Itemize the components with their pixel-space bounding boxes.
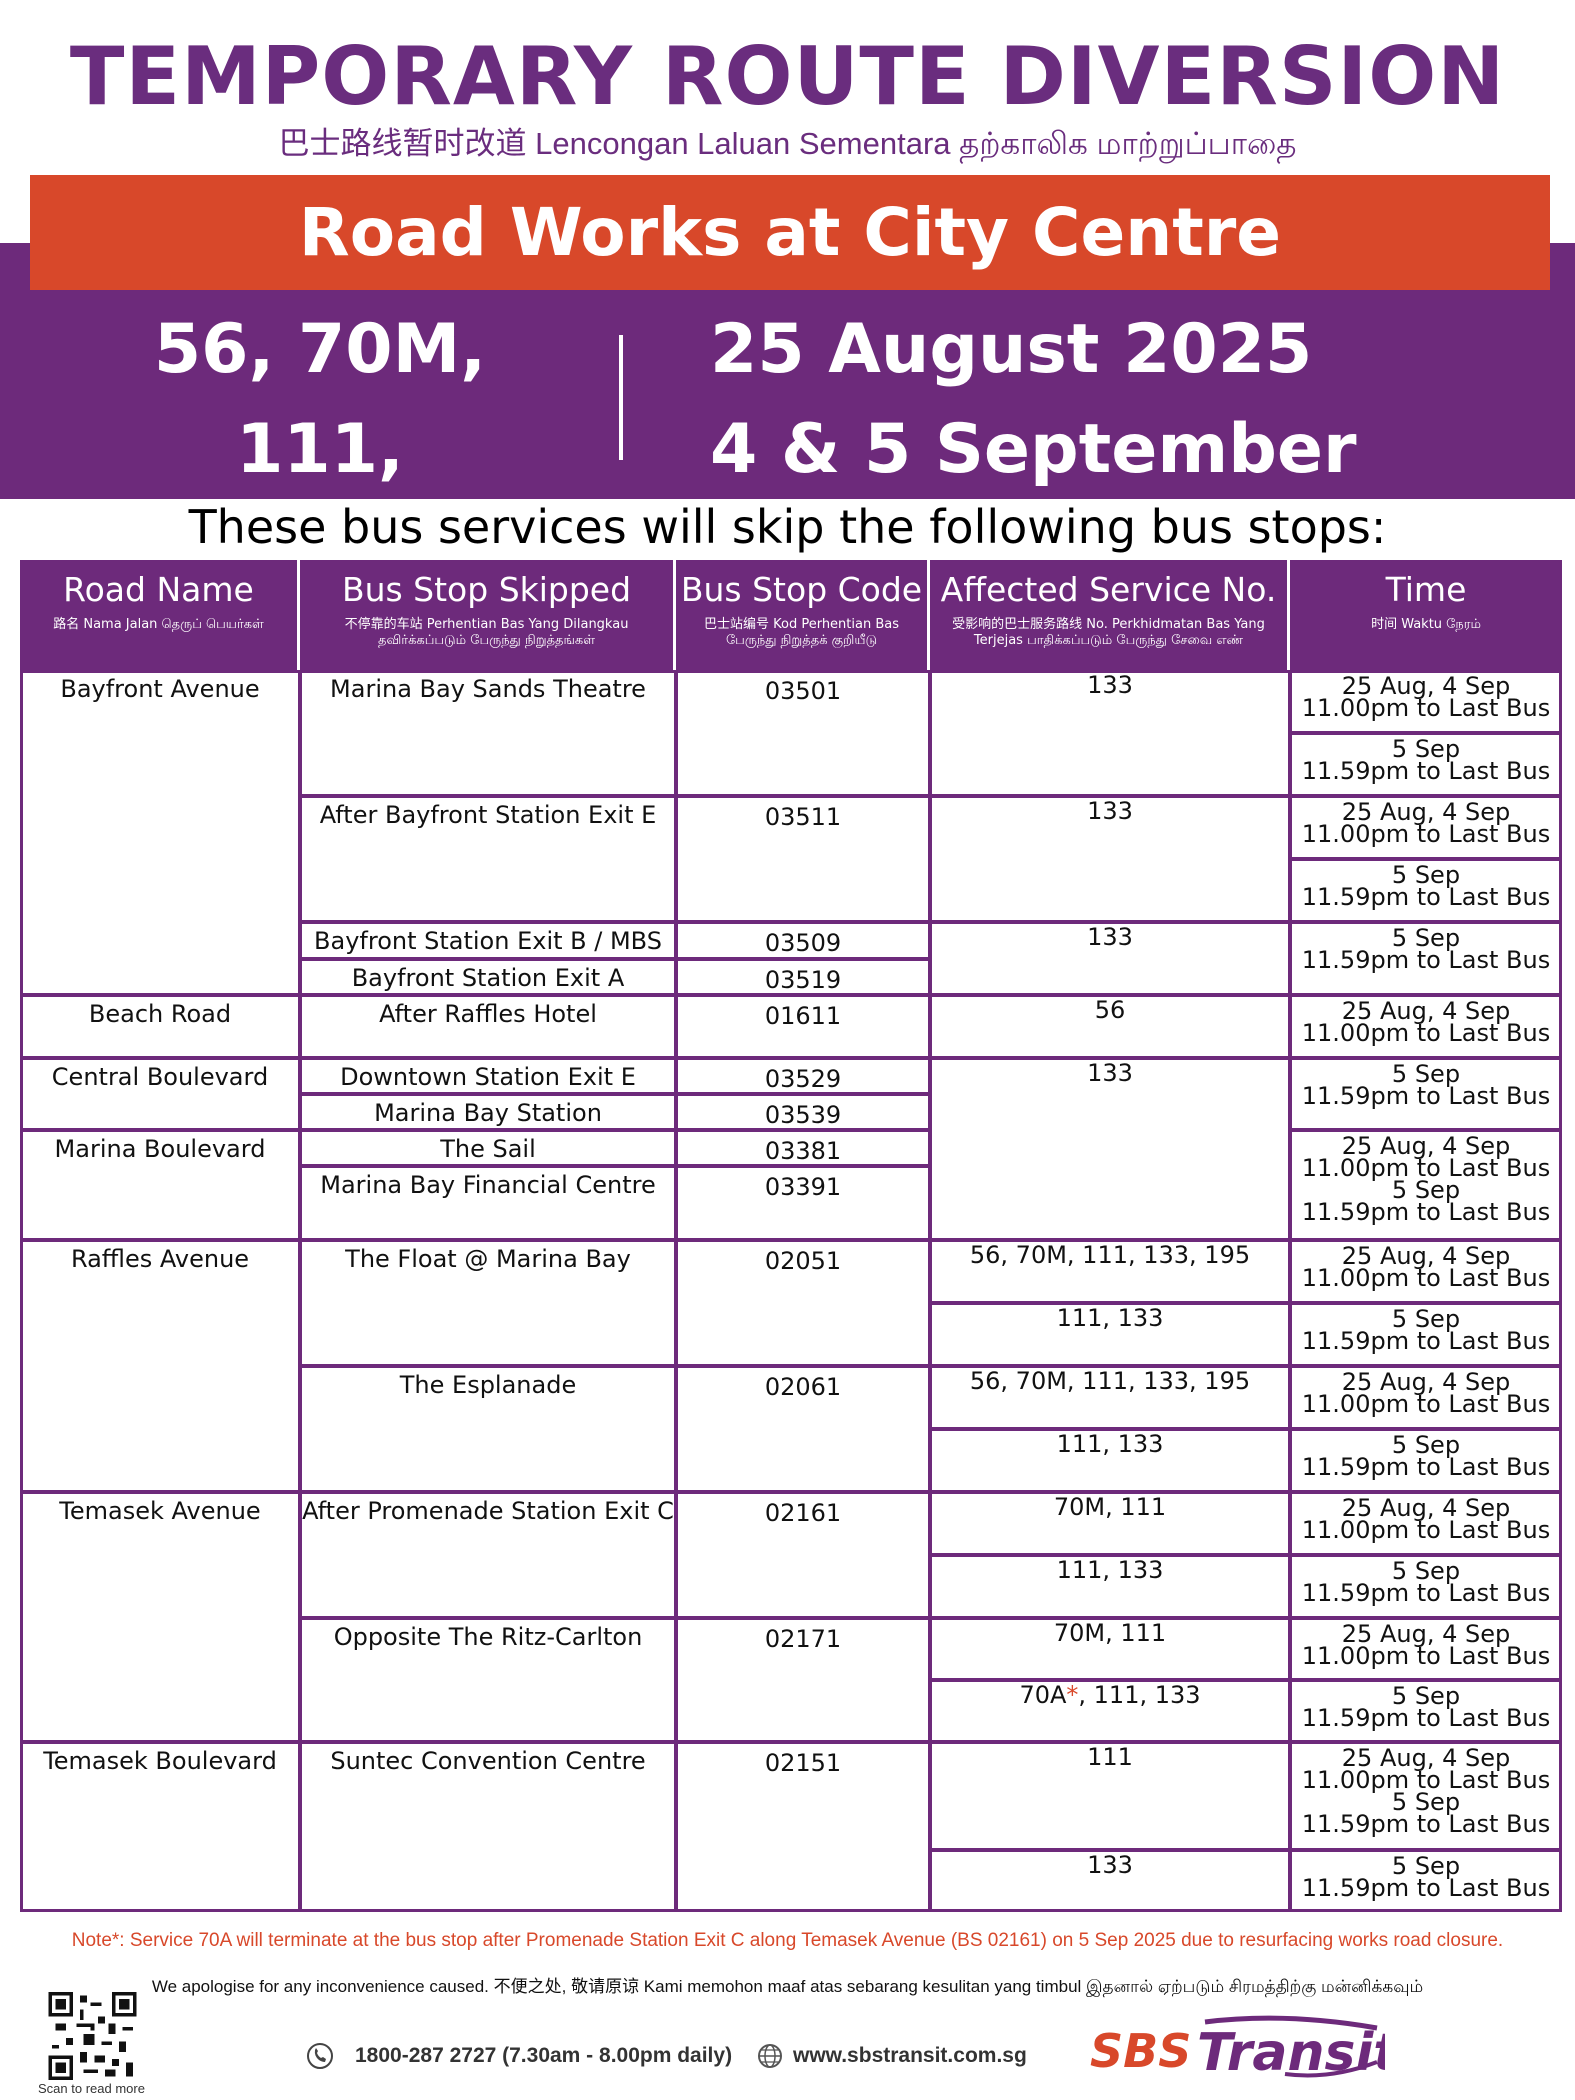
affected-service: 70M, 111 bbox=[930, 1492, 1290, 1555]
service-rest: , 111, 133 bbox=[1078, 1681, 1201, 1709]
bus-stop-code: 03391 bbox=[676, 1166, 930, 1240]
bus-stop-name: After Promenade Station Exit C bbox=[300, 1492, 676, 1618]
time-slot: 25 Aug, 4 Sep 11.00pm to Last Bus bbox=[1290, 670, 1562, 733]
time-slot: 5 Sep 11.59pm to Last Bus bbox=[1290, 922, 1562, 995]
affected-service: 56 bbox=[930, 995, 1290, 1058]
affected-service: 133 bbox=[930, 922, 1290, 995]
affected-service: 56, 70M, 111, 133, 195 bbox=[930, 1366, 1290, 1429]
hotline-number[interactable]: 1800-287 2727 (7.30am - 8.00pm daily) bbox=[355, 2044, 733, 2067]
time-slot: 5 Sep 11.59pm to Last Bus bbox=[1290, 1555, 1562, 1618]
affected-service: 56, 70M, 111, 133, 195 bbox=[930, 1240, 1290, 1303]
bus-stop-name: Bayfront Station Exit A bbox=[300, 959, 676, 995]
bus-stop-name: The Sail bbox=[300, 1130, 676, 1166]
affected-service: 133 bbox=[930, 670, 1290, 796]
bus-stop-code: 02151 bbox=[676, 1742, 930, 1912]
sbs-transit-logo: SBS Transit bbox=[1090, 2015, 1385, 2083]
time-slot: 25 Aug, 4 Sep 11.00pm to Last Bus bbox=[1290, 1618, 1562, 1680]
header-time: Time 时间 Waktu நேரம் bbox=[1290, 560, 1562, 670]
footnote: Note*: Service 70A will terminate at the… bbox=[71, 1930, 1504, 1951]
time-slot: 25 Aug, 4 Sep 11.00pm to Last Bus bbox=[1290, 796, 1562, 859]
time-slot: 25 Aug, 4 Sep 11.00pm to Last Bus bbox=[1290, 1492, 1562, 1555]
time-slot: 25 Aug, 4 Sep 11.00pm to Last Bus bbox=[1290, 1240, 1562, 1303]
website-link[interactable]: www.sbstransit.com.sg bbox=[793, 2044, 1027, 2067]
time-slot: 5 Sep 11.59pm to Last Bus bbox=[1290, 1680, 1562, 1742]
bus-stop-code: 03381 bbox=[676, 1130, 930, 1166]
bus-stop-code: 01611 bbox=[676, 995, 930, 1058]
affected-service: 133 bbox=[930, 796, 1290, 922]
affected-service: 111, 133 bbox=[930, 1555, 1290, 1618]
bus-stop-name: After Raffles Hotel bbox=[300, 995, 676, 1058]
dates-line-1: 25 August 2025 bbox=[710, 310, 1313, 389]
note-asterisk: * bbox=[1066, 1681, 1079, 1709]
time-slot: 5 Sep 11.59pm to Last Bus bbox=[1290, 1058, 1562, 1130]
time-slot: 25 Aug, 4 Sep 11.00pm to Last Bus bbox=[1290, 1366, 1562, 1429]
page-title: TEMPORARY ROUTE DIVERSION bbox=[69, 30, 1506, 123]
time-slot: 5 Sep 11.59pm to Last Bus bbox=[1290, 1303, 1562, 1366]
road-name: Beach Road bbox=[20, 995, 300, 1058]
diversion-dates: 25 August 2025 4 & 5 September 2025 bbox=[710, 300, 1530, 600]
bus-stop-code: 02051 bbox=[676, 1240, 930, 1366]
bus-stop-name: Marina Bay Station bbox=[300, 1094, 676, 1130]
bus-stop-name: After Bayfront Station Exit E bbox=[300, 796, 676, 922]
header-divider bbox=[619, 335, 623, 460]
bus-stop-name: The Float @ Marina Bay bbox=[300, 1240, 676, 1366]
banner-title: Road Works at City Centre bbox=[30, 175, 1550, 290]
skipped-stops-table: Road Name 路名 Nama Jalan தெருப் பெயர்கள் B… bbox=[20, 560, 1562, 1912]
affected-services: 56, 70M, 111, 133 & 195 bbox=[60, 300, 580, 600]
road-name: Raffles Avenue bbox=[20, 1240, 300, 1492]
bus-stop-code: 03539 bbox=[676, 1094, 930, 1130]
bus-stop-name: Bayfront Station Exit B / MBS bbox=[300, 922, 676, 959]
time-slot: 5 Sep 11.59pm to Last Bus bbox=[1290, 1850, 1562, 1912]
header-road-name: Road Name 路名 Nama Jalan தெருப் பெயர்கள் bbox=[20, 560, 300, 670]
page-subtitle: 巴士路线暂时改道 Lencongan Laluan Sementara தற்க… bbox=[278, 126, 1297, 161]
qr-code-icon[interactable] bbox=[45, 1992, 140, 2080]
bus-stop-code: 03529 bbox=[676, 1058, 930, 1094]
bus-stop-name: Marina Bay Financial Centre bbox=[300, 1166, 676, 1240]
bus-stop-name: The Esplanade bbox=[300, 1366, 676, 1492]
road-name: Marina Boulevard bbox=[20, 1130, 300, 1240]
affected-service: 111, 133 bbox=[930, 1303, 1290, 1366]
bus-stop-name: Opposite The Ritz-Carlton bbox=[300, 1618, 676, 1742]
road-name: Bayfront Avenue bbox=[20, 670, 300, 995]
time-slot: 5 Sep 11.59pm to Last Bus bbox=[1290, 733, 1562, 796]
bus-stop-name: Marina Bay Sands Theatre bbox=[300, 670, 676, 796]
time-slot: 5 Sep 11.59pm to Last Bus bbox=[1290, 859, 1562, 922]
intro-text: These bus services will skip the followi… bbox=[188, 500, 1387, 554]
affected-service: 111 bbox=[930, 1742, 1290, 1850]
affected-service: 70M, 111 bbox=[930, 1618, 1290, 1680]
affected-service: 111, 133 bbox=[930, 1429, 1290, 1492]
bus-stop-code: 03519 bbox=[676, 959, 930, 995]
apology-text: We apologise for any inconvenience cause… bbox=[151, 1977, 1424, 1996]
time-slot: 25 Aug, 4 Sep 11.00pm to Last Bus bbox=[1290, 995, 1562, 1058]
affected-service: 133 bbox=[930, 1058, 1290, 1240]
time-slot: 25 Aug, 4 Sep 11.00pm to Last Bus 5 Sep 11.… bbox=[1290, 1130, 1562, 1240]
bus-stop-name: Suntec Convention Centre bbox=[300, 1742, 676, 1912]
qr-caption: Scan to read more bbox=[38, 2081, 145, 2096]
time-slot: 5 Sep 11.59pm to Last Bus bbox=[1290, 1429, 1562, 1492]
road-name: Temasek Boulevard bbox=[20, 1742, 300, 1912]
bus-stop-code: 02171 bbox=[676, 1618, 930, 1742]
road-name: Temasek Avenue bbox=[20, 1492, 300, 1742]
service-70a: 70A bbox=[1019, 1681, 1067, 1709]
time-slot: 25 Aug, 4 Sep 11.00pm to Last Bus 5 Sep 11.… bbox=[1290, 1742, 1562, 1850]
bus-stop-code: 03509 bbox=[676, 922, 930, 959]
bus-stop-code: 02161 bbox=[676, 1492, 930, 1618]
bus-stop-code: 03501 bbox=[676, 670, 930, 796]
bus-stop-code: 03511 bbox=[676, 796, 930, 922]
affected-service: 133 bbox=[930, 1850, 1290, 1912]
globe-icon bbox=[758, 2044, 782, 2068]
bus-stop-name: Downtown Station Exit E bbox=[300, 1058, 676, 1094]
header-bus-stop-skipped: Bus Stop Skipped 不停靠的车站 Perhentian Bas Ya… bbox=[300, 560, 676, 670]
phone-icon bbox=[307, 2043, 333, 2069]
services-line-1: 56, 70M, 111, bbox=[153, 310, 487, 489]
svg-text:SBS: SBS bbox=[1090, 2024, 1191, 2078]
header-affected-service: Affected Service No. 受影响的巴士服务路线 No. Perkh… bbox=[930, 560, 1290, 670]
bus-stop-code: 02061 bbox=[676, 1366, 930, 1492]
road-name: Central Boulevard bbox=[20, 1058, 300, 1130]
affected-service: 70A*, 111, 133 bbox=[930, 1680, 1290, 1742]
header-bus-stop-code: Bus Stop Code 巴士站编号 Kod Perhentian Bas பே… bbox=[676, 560, 930, 670]
